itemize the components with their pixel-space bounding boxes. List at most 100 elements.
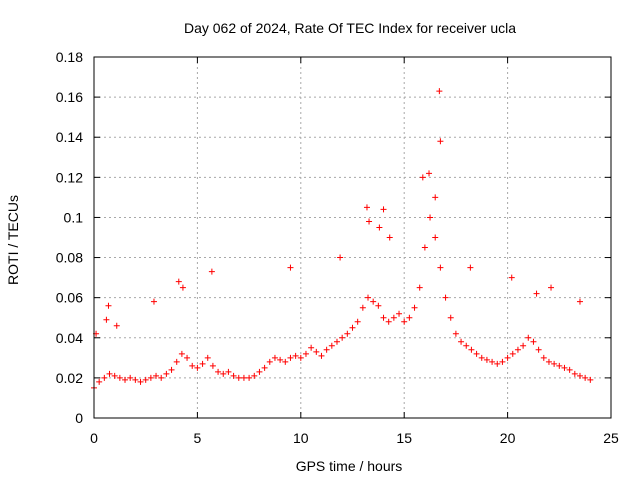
data-point xyxy=(473,350,480,357)
data-point xyxy=(116,374,123,381)
data-point xyxy=(463,342,470,349)
y-tick-label: 0.1 xyxy=(64,209,84,225)
data-point xyxy=(354,318,361,325)
data-point xyxy=(556,362,563,369)
data-point xyxy=(401,318,408,325)
data-point xyxy=(150,298,157,305)
data-point xyxy=(215,368,222,375)
data-point xyxy=(163,370,170,377)
data-point xyxy=(437,264,444,271)
y-tick-label: 0 xyxy=(75,410,83,426)
data-point xyxy=(175,278,182,285)
data-point xyxy=(380,206,387,213)
data-point xyxy=(179,284,186,291)
data-point xyxy=(442,294,449,301)
data-point xyxy=(551,360,558,367)
data-point xyxy=(189,362,196,369)
data-point xyxy=(411,304,418,311)
data-point xyxy=(483,356,490,363)
data-point xyxy=(132,376,139,383)
data-point xyxy=(142,376,149,383)
data-point xyxy=(153,372,160,379)
data-point xyxy=(349,324,356,331)
data-point xyxy=(535,346,542,353)
data-point xyxy=(194,364,201,371)
data-point xyxy=(282,358,289,365)
x-tick-label: 25 xyxy=(603,430,619,446)
chart-title: Day 062 of 2024, Rate Of TEC Index for r… xyxy=(184,20,516,36)
data-point xyxy=(548,284,555,291)
data-point xyxy=(540,354,547,361)
data-point xyxy=(366,218,373,225)
y-tick-label: 0.14 xyxy=(56,129,83,145)
data-point xyxy=(561,364,568,371)
y-axis-label: ROTI / TECUs xyxy=(5,195,21,285)
data-point xyxy=(302,350,309,357)
data-point xyxy=(432,194,439,201)
y-tick-label: 0.06 xyxy=(56,290,83,306)
data-point xyxy=(178,350,185,357)
data-point xyxy=(452,330,459,337)
data-point xyxy=(576,298,583,305)
data-point xyxy=(287,354,294,361)
data-point xyxy=(271,354,278,361)
data-point xyxy=(458,338,465,345)
x-axis-label: GPS time / hours xyxy=(296,458,403,474)
data-point xyxy=(106,370,113,377)
data-point xyxy=(209,362,216,369)
data-point xyxy=(533,290,540,297)
data-point xyxy=(566,366,573,373)
data-point xyxy=(323,346,330,353)
data-point xyxy=(256,368,263,375)
y-tick-label: 0.12 xyxy=(56,169,83,185)
data-point xyxy=(208,268,215,275)
data-point xyxy=(386,234,393,241)
data-point xyxy=(499,358,506,365)
data-point xyxy=(230,372,237,379)
plot-frame xyxy=(93,56,612,419)
data-point xyxy=(235,374,242,381)
data-point xyxy=(390,314,397,321)
data-point xyxy=(419,174,426,181)
data-point xyxy=(380,314,387,321)
data-point xyxy=(168,366,175,373)
y-tick-label: 0.18 xyxy=(56,49,83,65)
x-tick-label: 5 xyxy=(194,430,202,446)
data-point xyxy=(582,374,589,381)
data-point xyxy=(287,264,294,271)
data-point xyxy=(113,322,120,329)
data-point xyxy=(467,264,474,271)
y-tick-label: 0.08 xyxy=(56,250,83,266)
data-point xyxy=(328,342,335,349)
data-point xyxy=(111,372,118,379)
data-point xyxy=(246,374,253,381)
data-point xyxy=(525,334,532,341)
data-point xyxy=(101,374,108,381)
data-point xyxy=(251,372,258,379)
x-tick-label: 10 xyxy=(293,430,309,446)
data-point xyxy=(359,304,366,311)
data-point xyxy=(122,376,129,383)
data-point xyxy=(426,170,433,177)
data-point xyxy=(508,274,515,281)
data-point xyxy=(103,316,110,323)
data-point xyxy=(184,354,191,361)
data-point xyxy=(489,358,496,365)
data-point xyxy=(520,342,527,349)
data-point xyxy=(376,224,383,231)
data-point xyxy=(571,370,578,377)
data-point xyxy=(308,344,315,351)
x-tick-label: 0 xyxy=(90,430,98,446)
data-point xyxy=(436,88,443,95)
data-point xyxy=(509,350,516,357)
data-point xyxy=(576,372,583,379)
data-point xyxy=(427,214,434,221)
data-point xyxy=(530,338,537,345)
data-point xyxy=(158,374,165,381)
data-point xyxy=(363,204,370,211)
y-tick-label: 0.04 xyxy=(56,330,83,346)
data-point xyxy=(292,352,299,359)
axis-ticks: 0 0.02 0.04 0.06 0.08 0.1 0.12 0.14 0.16 0.18 0 5 10… xyxy=(56,49,619,446)
data-point xyxy=(365,294,372,301)
